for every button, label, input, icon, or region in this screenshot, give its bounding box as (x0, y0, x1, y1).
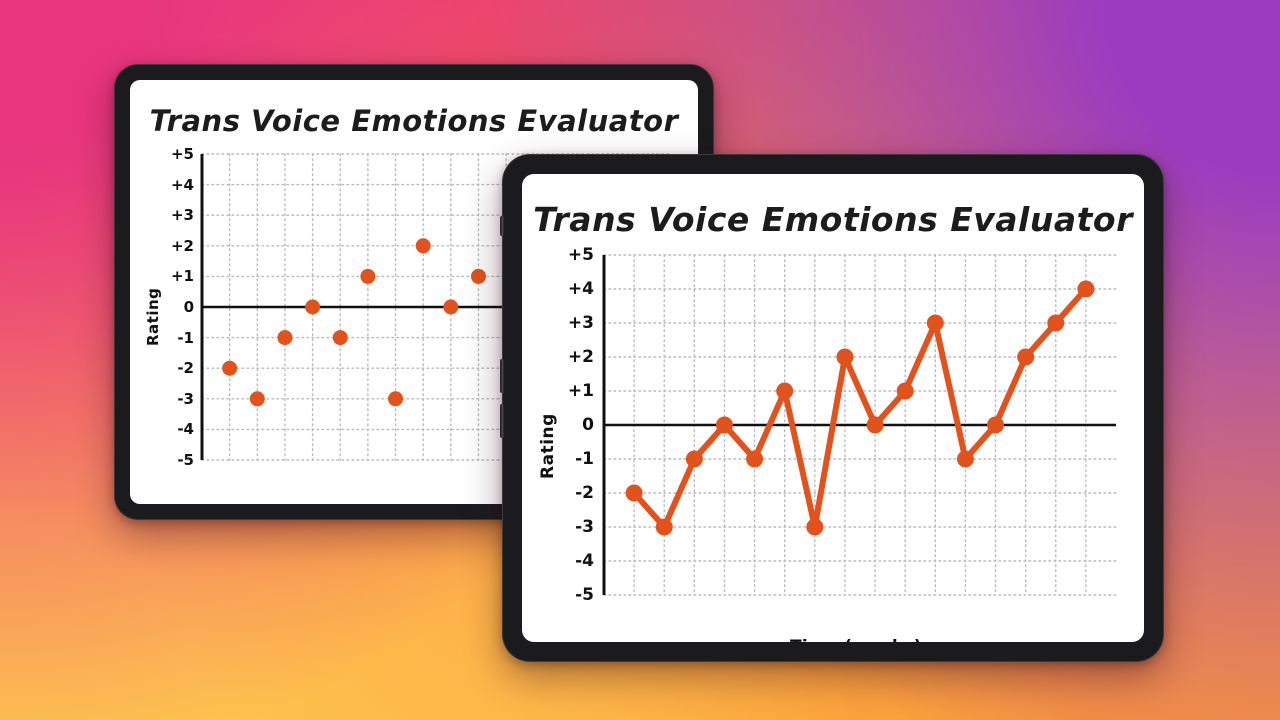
y-tick-label: -2 (177, 359, 194, 378)
power-button-icon[interactable] (500, 216, 504, 236)
y-tick-label: +2 (170, 236, 194, 255)
line-chart-front (602, 254, 1117, 596)
y-tick-label: +5 (567, 245, 594, 265)
chart-card-front: Trans Voice Emotions Evaluator Rating +5… (522, 174, 1144, 642)
y-tick-label: -2 (575, 483, 594, 503)
y-tick-label: -3 (575, 517, 594, 537)
volume-up-button-icon[interactable] (500, 359, 504, 393)
x-axis-label-front: Time (weeks) (790, 637, 922, 642)
tablet-screen-front[interactable]: Trans Voice Emotions Evaluator Rating +5… (522, 174, 1144, 642)
volume-down-button-icon[interactable] (500, 404, 504, 438)
y-tick-label: -4 (177, 420, 194, 439)
y-tick-label: -5 (177, 451, 194, 469)
y-tick-label: +4 (170, 175, 194, 194)
chart-title-back: Trans Voice Emotions Evaluator (149, 104, 679, 138)
y-tick-label: -1 (177, 328, 194, 347)
y-tick-label: +1 (170, 267, 194, 286)
y-tick-label: +3 (567, 313, 594, 333)
y-tick-label: +5 (170, 145, 194, 163)
y-tick-label: 0 (582, 415, 594, 435)
y-tick-label: +3 (170, 206, 194, 225)
tablet-device-front[interactable]: Trans Voice Emotions Evaluator Rating +5… (500, 154, 1164, 662)
y-axis-label-front: Rating (538, 413, 558, 479)
chart-title-front: Trans Voice Emotions Evaluator (533, 200, 1133, 239)
y-tick-label: +2 (567, 347, 594, 367)
y-tick-label: -4 (575, 551, 594, 571)
y-tick-label: -5 (575, 585, 594, 605)
y-tick-label: +1 (567, 381, 594, 401)
y-tick-label: -3 (177, 389, 194, 408)
y-tick-label: +4 (567, 279, 594, 299)
y-tick-label: -1 (575, 449, 594, 469)
plot-area-front: Rating +5 +4 +3 +2 +1 0 -1 -2 -3 -4 -5 Time (weeks… (522, 239, 1144, 642)
y-tick-label: 0 (183, 298, 194, 316)
